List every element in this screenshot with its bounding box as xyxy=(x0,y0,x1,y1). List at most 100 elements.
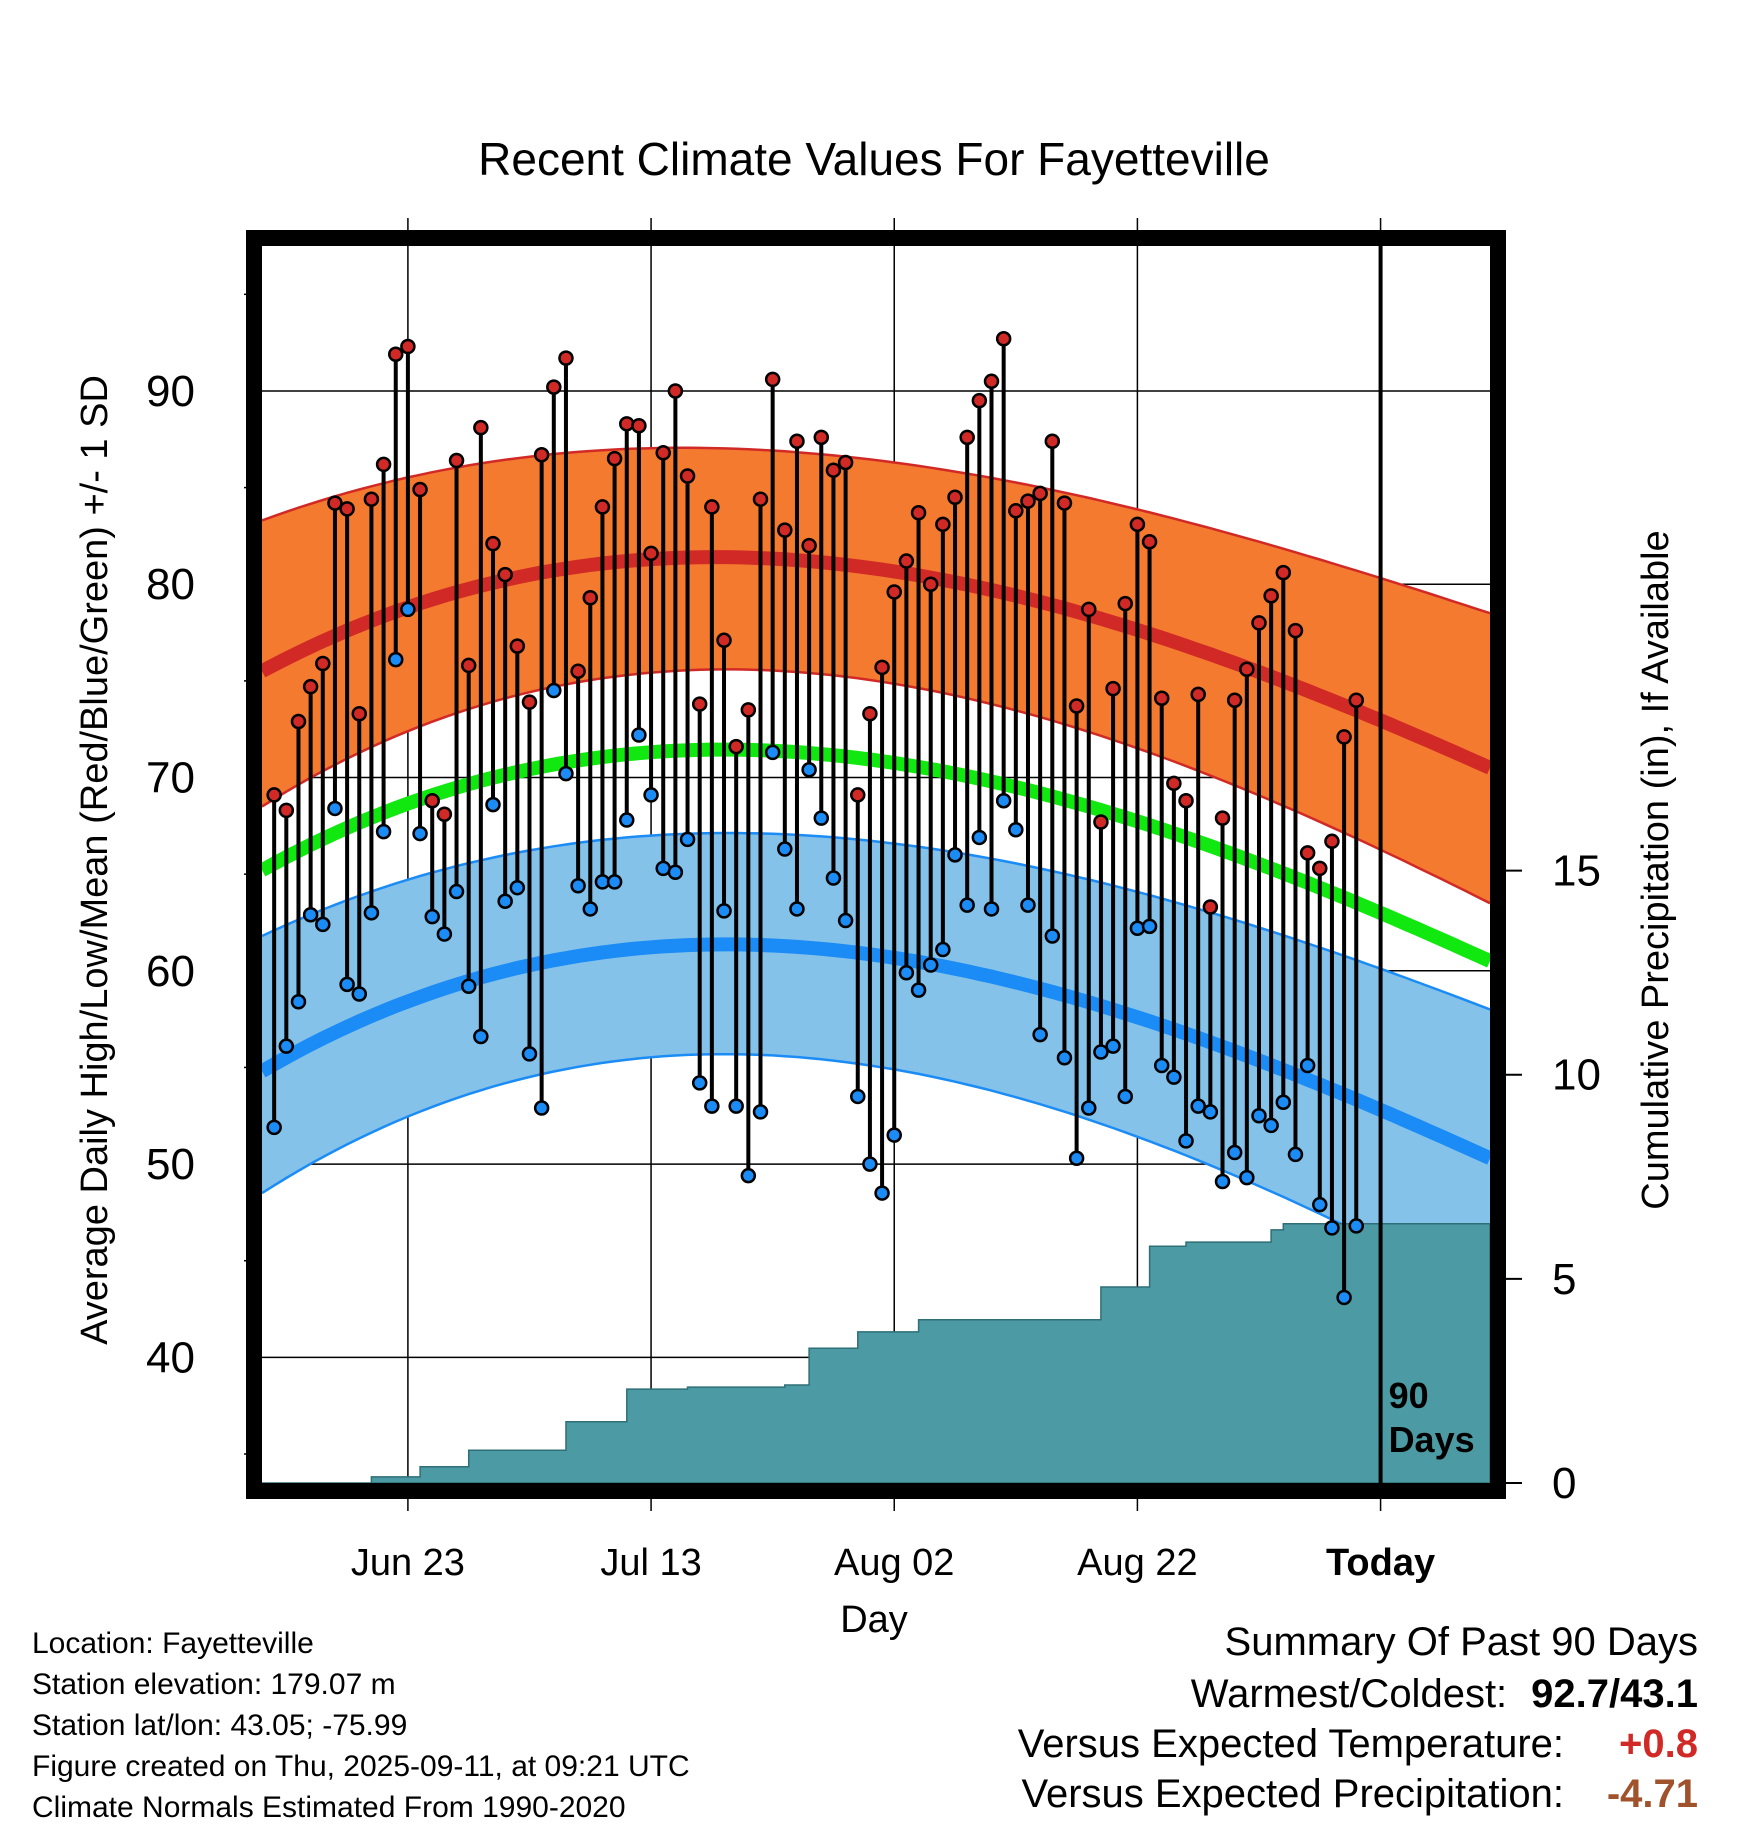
footer-latlon: Station lat/lon: 43.05; -75.99 xyxy=(32,1709,408,1742)
daily-high-point xyxy=(351,705,368,722)
daily-high-point xyxy=(1129,516,1146,533)
daily-low-point xyxy=(1068,1150,1085,1167)
daily-low-point xyxy=(679,831,696,848)
daily-low-point xyxy=(862,1156,878,1172)
daily-high-point xyxy=(582,590,599,606)
daily-low-point xyxy=(339,976,355,993)
cumulative-precip-area xyxy=(262,1223,1490,1483)
daily-low-point xyxy=(1032,1026,1048,1043)
summary-title: Summary Of Past 90 Days xyxy=(1225,1620,1698,1665)
normal-mean-line xyxy=(262,742,1490,968)
daily-low-point xyxy=(1105,1038,1121,1054)
daily-high-point xyxy=(533,446,550,463)
daily-low-point xyxy=(1287,1146,1304,1163)
daily-high-point xyxy=(728,738,744,755)
daily-high-point xyxy=(1251,615,1267,631)
daily-high-point xyxy=(679,468,696,484)
low-sd-band-lower-edge xyxy=(262,1052,1490,1301)
daily-high-point xyxy=(473,419,489,436)
y-tick-label-left: 70 xyxy=(146,754,195,803)
daily-high-point xyxy=(862,705,878,722)
daily-low-point xyxy=(509,879,526,896)
daily-low-point xyxy=(1153,1057,1170,1074)
daily-high-point xyxy=(485,535,501,552)
y-axis-left-label: Average Daily High/Low/Mean (Red/Blue/Gr… xyxy=(74,375,116,1345)
daily-high-point xyxy=(691,696,708,712)
x-axis-label: Day xyxy=(840,1599,908,1641)
daily-high-point xyxy=(436,806,453,822)
daily-low-point xyxy=(631,727,647,743)
daily-low-point xyxy=(1190,1098,1206,1114)
temp-departure-label: Versus Expected Temperature: xyxy=(1017,1722,1564,1766)
summary-temp-row: Versus Expected Temperature: +0.8 xyxy=(1018,1722,1698,1767)
daily-low-point xyxy=(959,897,975,913)
daily-low-point xyxy=(1239,1169,1255,1186)
daily-low-point xyxy=(400,601,416,618)
daily-low-point xyxy=(558,765,574,782)
daily-low-point xyxy=(351,986,368,1002)
daily-low-point xyxy=(813,810,830,826)
daily-low-point xyxy=(619,812,635,828)
daily-low-point xyxy=(290,993,307,1010)
daily-high-point xyxy=(412,481,428,498)
daily-low-point xyxy=(1263,1117,1279,1134)
daily-high-point xyxy=(801,537,817,554)
daily-low-point xyxy=(1299,1057,1316,1074)
daily-high-point xyxy=(619,416,635,432)
daily-high-point xyxy=(740,702,757,718)
daily-high-point xyxy=(850,787,866,803)
daily-low-point xyxy=(910,982,927,998)
daily-high-point xyxy=(777,522,793,538)
daily-low-point xyxy=(485,796,501,813)
daily-high-point xyxy=(594,499,611,515)
daily-high-point xyxy=(1044,433,1061,449)
daily-high-point xyxy=(983,373,1000,390)
daily-low-point xyxy=(606,874,623,890)
daily-high-point xyxy=(704,499,720,515)
daily-low-point xyxy=(777,841,793,857)
summary-warmest-row: Warmest/Coldest: 92.7/43.1 xyxy=(1191,1672,1698,1717)
daily-low-point xyxy=(1020,897,1036,913)
daily-low-point xyxy=(1336,1289,1352,1306)
daily-low-point xyxy=(716,903,732,919)
daily-low-point xyxy=(995,792,1012,809)
daily-high-point xyxy=(558,350,574,366)
daily-low-point xyxy=(752,1104,769,1120)
daily-low-point xyxy=(801,762,817,778)
x-tick-label: Today xyxy=(1326,1542,1435,1584)
daily-low-point xyxy=(1275,1094,1292,1110)
daily-low-point xyxy=(448,883,465,900)
daily-high-point xyxy=(315,655,331,672)
daily-low-point xyxy=(947,847,963,863)
x-tick-label: Aug 02 xyxy=(834,1542,954,1584)
daily-low-point xyxy=(1044,928,1061,944)
daily-high-point xyxy=(1093,814,1109,830)
daily-high-point xyxy=(302,678,319,695)
daily-high-point xyxy=(400,338,416,355)
daily-low-point xyxy=(363,905,380,921)
daily-low-point xyxy=(1226,1144,1243,1161)
daily-low-point xyxy=(1056,1050,1073,1066)
daily-high-point xyxy=(1239,661,1255,678)
daily-high-point xyxy=(898,553,915,569)
daily-low-point xyxy=(704,1098,720,1114)
daily-low-point xyxy=(1081,1100,1097,1116)
daily-high-point xyxy=(1020,493,1036,509)
daily-high-point xyxy=(339,501,355,517)
warmest-coldest-value: 92.7/43.1 xyxy=(1531,1672,1698,1716)
daily-high-point xyxy=(1275,564,1292,581)
daily-high-point xyxy=(837,454,854,471)
daily-high-point xyxy=(1312,860,1328,877)
daily-high-point xyxy=(460,657,477,674)
daily-low-point xyxy=(1178,1133,1194,1149)
daily-high-point xyxy=(959,429,975,446)
warmest-coldest-label: Warmest/Coldest: xyxy=(1190,1672,1508,1716)
daily-high-point xyxy=(1166,775,1182,792)
daily-low-point xyxy=(1312,1196,1328,1213)
y-tick-label-left: 90 xyxy=(146,367,195,416)
daily-low-point xyxy=(1348,1218,1365,1234)
daily-low-point xyxy=(643,787,659,803)
daily-high-point xyxy=(1081,601,1097,618)
daily-high-point xyxy=(546,379,562,395)
